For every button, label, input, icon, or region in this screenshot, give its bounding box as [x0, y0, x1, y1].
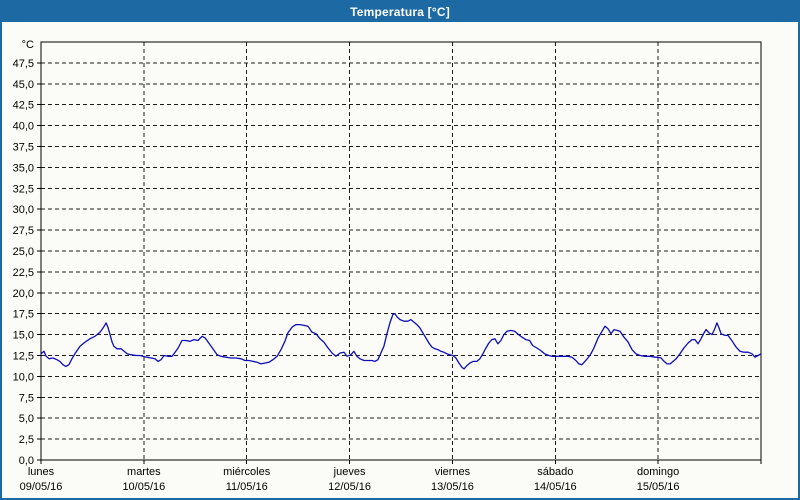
day-name-label: jueves — [333, 466, 366, 478]
y-tick-label: 42,5 — [13, 100, 34, 112]
day-name-label: lunes — [28, 466, 55, 478]
y-tick-label: 5,0 — [19, 413, 34, 425]
y-tick-label: 12,5 — [13, 351, 34, 363]
y-tick-label: 20,0 — [13, 288, 34, 300]
y-tick-label: 35,0 — [13, 162, 34, 174]
y-tick-label: 2,5 — [19, 434, 34, 446]
date-label: 09/05/16 — [20, 481, 63, 493]
y-tick-label: 45,0 — [13, 79, 34, 91]
window-titlebar: Temperatura [°C] — [2, 2, 798, 22]
y-tick-label: 10,0 — [13, 371, 34, 383]
y-tick-label: 37,5 — [13, 142, 34, 154]
y-tick-label: 17,5 — [13, 309, 34, 321]
y-tick-label: 40,0 — [13, 121, 34, 133]
date-label: 15/05/16 — [637, 481, 680, 493]
temperature-line-chart: 0,0 2,5 5,0 7,5 10,0 12,5 15,0 17,5 20,0 22,5 25,0… — [13, 39, 762, 493]
y-tick-label: 32,5 — [13, 183, 34, 195]
y-tick-label: 0,0 — [19, 455, 34, 467]
y-tick-label: 7,5 — [19, 392, 34, 404]
plot-border — [40, 41, 762, 461]
date-label: 10/05/16 — [122, 481, 165, 493]
day-name-label: domingo — [637, 466, 679, 478]
date-label: 13/05/16 — [431, 481, 474, 493]
y-tick-label: 22,5 — [13, 267, 34, 279]
y-tick-label: 27,5 — [13, 225, 34, 237]
y-tick-label: 30,0 — [13, 204, 34, 216]
day-name-label: sábado — [537, 466, 573, 478]
window-title: Temperatura [°C] — [350, 5, 450, 19]
day-name-label: martes — [127, 466, 161, 478]
date-label: 14/05/16 — [534, 481, 577, 493]
day-name-label: miércoles — [223, 466, 271, 478]
date-label: 12/05/16 — [328, 481, 371, 493]
chart-container: 0,0 2,5 5,0 7,5 10,0 12,5 15,0 17,5 20,0 22,5 25,0… — [2, 22, 798, 498]
date-label: 11/05/16 — [226, 481, 268, 493]
day-name-label: viernes — [435, 466, 471, 478]
temperature-series — [40, 313, 762, 370]
y-tick-label: 47,5 — [13, 58, 34, 70]
y-tick-label: 15,0 — [13, 330, 34, 342]
y-tick-label: 25,0 — [13, 246, 34, 258]
y-axis-unit-label: °C — [22, 39, 34, 51]
